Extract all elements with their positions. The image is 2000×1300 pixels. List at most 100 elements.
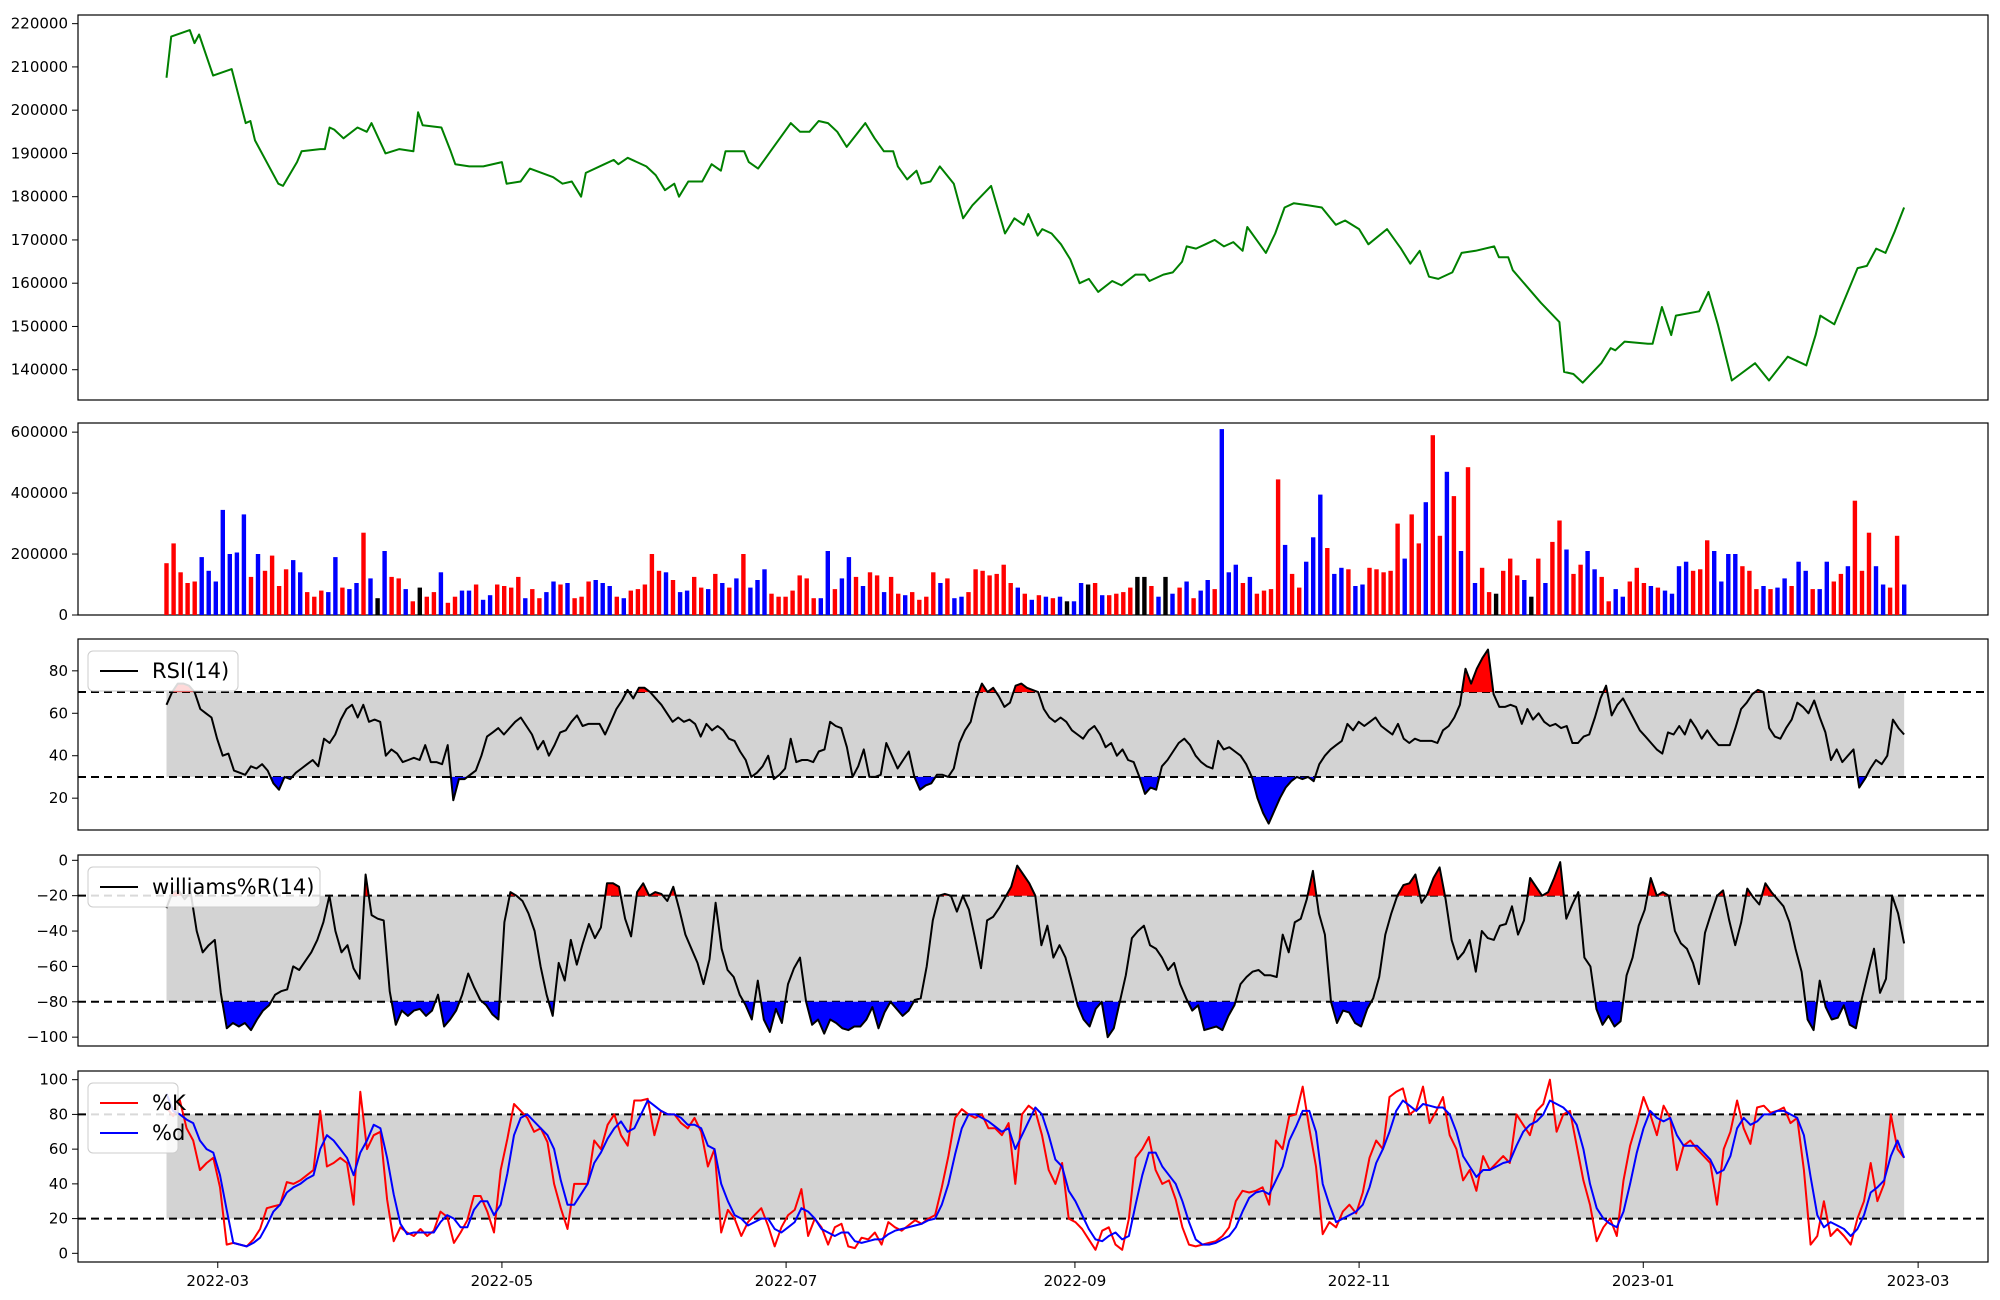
volume-bar (832, 589, 838, 615)
volume-bar (1142, 576, 1147, 615)
volume-bar (980, 570, 985, 615)
volume-ytick-label: 600000 (11, 423, 68, 441)
volume-bar (1325, 548, 1330, 615)
volume-bar (896, 593, 901, 615)
volume-bar (410, 601, 415, 615)
volume-bar (699, 587, 704, 615)
williams-ytick-label: −20 (36, 887, 68, 905)
stochastic-ytick-label: 0 (58, 1244, 68, 1262)
volume-bar (1887, 587, 1893, 615)
volume-bar (1754, 589, 1759, 615)
volume-bar (1698, 569, 1703, 615)
volume-bar (487, 595, 493, 615)
legend-label: %d (152, 1121, 185, 1145)
volume-bar (1346, 569, 1351, 615)
volume-bar (530, 589, 535, 615)
volume-bar (931, 572, 936, 615)
volume-bar (874, 575, 880, 615)
rsi-ytick-label: 60 (49, 704, 68, 722)
volume-bar (1564, 549, 1569, 615)
x-tick-label: 2023-03 (1887, 1272, 1950, 1290)
volume-bar (1001, 564, 1006, 615)
volume-bar (1191, 598, 1196, 615)
volume-bar (1318, 494, 1323, 615)
volume-bar (748, 587, 753, 615)
williams-ytick-label: −80 (36, 993, 68, 1011)
volume-bar (1641, 583, 1647, 615)
volume-bar (1395, 523, 1400, 615)
volume-bar (452, 596, 458, 615)
volume-bar (1297, 587, 1302, 615)
volume-bar (502, 586, 507, 615)
volume-bar (340, 587, 345, 615)
volume-bar (333, 557, 338, 615)
williams-ytick-label: −60 (36, 957, 68, 975)
volume-bar (734, 578, 739, 615)
volume-bar (375, 598, 380, 615)
volume-bar (1057, 596, 1063, 615)
volume-bar (973, 569, 978, 615)
x-tick-label: 2022-09 (1044, 1272, 1107, 1290)
williams-oversold-fill (890, 1001, 914, 1016)
volume-bar (1726, 554, 1731, 615)
x-tick-label: 2022-05 (471, 1272, 534, 1290)
volume-bar (1606, 601, 1611, 615)
volume-bar (783, 596, 788, 615)
volume-bar (797, 575, 802, 615)
volume-bar (966, 592, 971, 615)
rsi-oversold-fill (450, 776, 468, 801)
volume-bar (312, 596, 317, 615)
volume-bar (1543, 583, 1548, 615)
volume-bar (1008, 583, 1013, 615)
volume-bar (867, 572, 873, 615)
volume-bar (1163, 576, 1168, 615)
williams-overbought-fill (636, 883, 650, 896)
volume-bar (860, 586, 866, 615)
volume-bar (1282, 544, 1288, 615)
volume-bar (382, 551, 387, 615)
volume-bar (1465, 467, 1471, 615)
volume-bar (1219, 429, 1224, 615)
volume-bar (1064, 601, 1070, 615)
volume-bar (523, 598, 528, 615)
volume-bar (1747, 570, 1752, 615)
x-tick-label: 2023-01 (1612, 1272, 1675, 1290)
stochastic-ytick-label: 40 (49, 1175, 68, 1193)
stochastic-ytick-label: 60 (49, 1140, 68, 1158)
volume-bar (220, 509, 225, 615)
volume-bar (713, 573, 718, 615)
volume-bar (1522, 580, 1527, 615)
volume-bar (213, 581, 218, 615)
volume-bar (1071, 601, 1077, 615)
volume-bar (480, 599, 486, 615)
volume-bar (839, 578, 845, 615)
volume-ytick-label: 400000 (11, 484, 68, 502)
volume-bar (1156, 596, 1161, 615)
volume-bar (727, 587, 732, 615)
volume-bar (825, 551, 830, 615)
volume-bar (1332, 573, 1337, 615)
stochastic-d-line (165, 1093, 1906, 1248)
volume-bar (677, 592, 683, 615)
volume-bar (1135, 576, 1140, 615)
williams-ytick-label: −40 (36, 922, 68, 940)
price-frame (77, 14, 1989, 401)
volume-bar (1493, 593, 1499, 615)
volume-bar (262, 570, 268, 615)
price-ytick-label: 150000 (11, 317, 68, 335)
volume-bar (1036, 595, 1042, 615)
volume-bar (1662, 590, 1668, 615)
volume-bar (1894, 535, 1900, 615)
volume-bar (1409, 514, 1414, 615)
rsi-ytick-label: 80 (49, 662, 68, 680)
price-ytick-label: 170000 (11, 231, 68, 249)
price-line (165, 29, 1906, 384)
volume-bar (1381, 572, 1386, 615)
volume-bar (1627, 581, 1632, 615)
x-axis: 2022-03 2022-05 2022-07 2022-09 2022-11 2023-… (186, 1262, 1949, 1290)
volume-bar (234, 552, 240, 615)
volume-bar (1705, 540, 1710, 615)
volume-bar (1416, 543, 1421, 615)
volume-bar (692, 576, 697, 615)
volume-bar (579, 596, 584, 615)
